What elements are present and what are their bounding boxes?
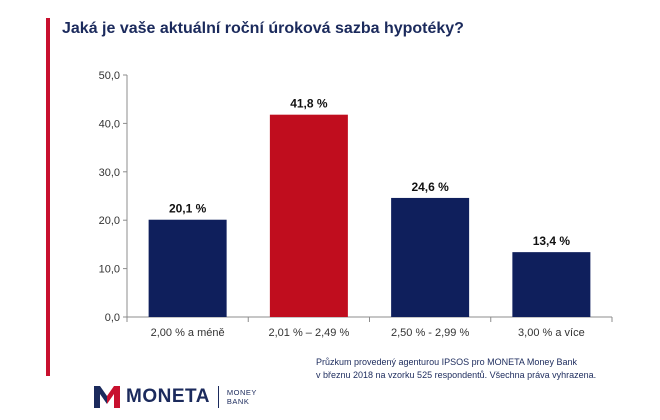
y-tick-label: 20,0 <box>99 215 120 227</box>
chart-title: Jaká je vaše aktuální roční úroková sazb… <box>62 20 464 37</box>
y-tick-label: 50,0 <box>99 70 120 82</box>
x-category-label: 2,50 % - 2,99 % <box>391 327 469 339</box>
y-tick-label: 0,0 <box>105 312 120 324</box>
source-note-line-1: Průzkum provedený agenturou IPSOS pro MO… <box>316 357 577 367</box>
y-tick-label: 40,0 <box>99 118 120 130</box>
logo-sub-line-2: BANK <box>226 397 250 406</box>
x-category-label: 2,00 % a méně <box>151 327 225 339</box>
y-tick-label: 10,0 <box>99 264 120 276</box>
bar-value-label: 13,4 % <box>533 234 571 248</box>
bar <box>269 114 348 317</box>
y-tick-label: 30,0 <box>99 167 120 179</box>
logo-wordmark: MONETA <box>126 386 210 407</box>
bar-value-label: 20,1 % <box>169 202 207 216</box>
source-note: Průzkum provedený agenturou IPSOS pro MO… <box>316 356 596 382</box>
bar-value-label: 24,6 % <box>411 180 449 194</box>
logo-sub-line-1: MONEY <box>226 388 257 397</box>
x-category-label: 2,01 % – 2,49 % <box>269 327 350 339</box>
moneta-logo-mark-icon <box>94 386 120 408</box>
bar <box>391 197 470 317</box>
bar <box>148 219 227 317</box>
x-category-label: 3,00 % a více <box>518 327 585 339</box>
logo-subtext: MONEY BANK <box>227 388 257 406</box>
accent-bar <box>46 18 50 376</box>
moneta-logo: MONETA MONEY BANK <box>92 382 257 412</box>
bar-value-label: 41,8 % <box>290 97 328 111</box>
bar <box>512 252 591 317</box>
source-note-line-2: v březnu 2018 na vzorku 525 respondentů.… <box>316 370 597 380</box>
logo-separator <box>217 386 219 408</box>
